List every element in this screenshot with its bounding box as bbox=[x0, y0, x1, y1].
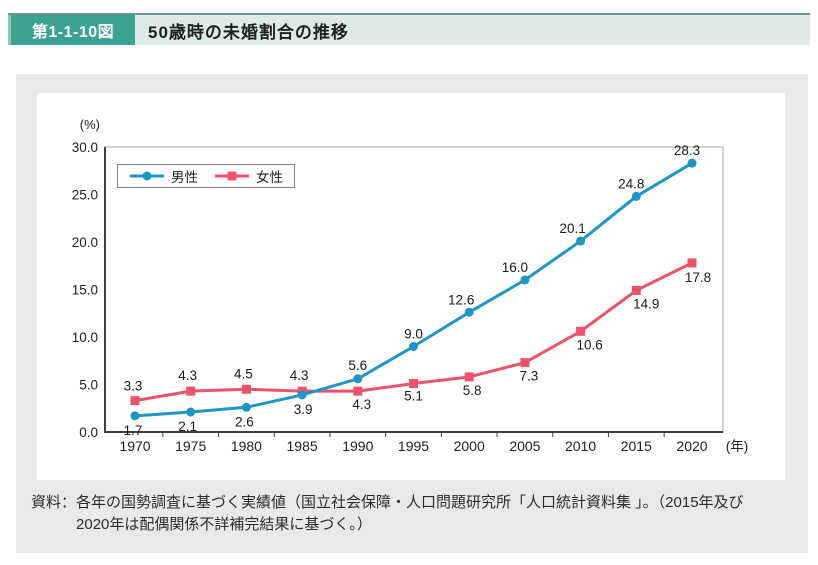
source-label: 資料： bbox=[31, 494, 77, 511]
x-tick-label: 2020 bbox=[676, 438, 707, 454]
data-point-marker bbox=[576, 236, 586, 246]
data-point-marker bbox=[520, 358, 530, 368]
x-tick-label: 1975 bbox=[175, 438, 206, 454]
data-point-marker bbox=[353, 386, 363, 396]
line-chart: 0.0 5.0 10.0 15.0 20.0 25.0 30.0 (%) 1970 1975 198… bbox=[72, 117, 749, 454]
data-point-marker bbox=[631, 285, 641, 295]
figure-header: 第1-1-10図 50歳時の未婚割合の推移 bbox=[8, 13, 810, 45]
data-label: 14.9 bbox=[633, 296, 659, 311]
data-point-marker bbox=[520, 275, 530, 285]
data-label: 2.6 bbox=[235, 414, 254, 429]
figure-number-badge: 第1-1-10図 bbox=[8, 15, 135, 45]
data-label: 2.1 bbox=[178, 419, 197, 434]
data-label: 5.8 bbox=[463, 383, 482, 398]
data-label: 12.6 bbox=[448, 292, 474, 307]
y-tick-label: 10.0 bbox=[72, 330, 98, 345]
data-point-marker bbox=[464, 307, 474, 317]
data-point-marker bbox=[687, 158, 697, 168]
data-point-marker bbox=[576, 326, 586, 336]
data-label: 20.1 bbox=[559, 221, 585, 236]
data-label: 7.3 bbox=[520, 369, 539, 384]
data-label: 4.3 bbox=[352, 397, 371, 412]
data-point-marker bbox=[186, 407, 196, 417]
data-label: 4.3 bbox=[290, 368, 309, 383]
data-label: 9.0 bbox=[404, 327, 423, 342]
y-tick-label: 0.0 bbox=[79, 425, 98, 440]
data-label: 4.5 bbox=[234, 366, 253, 381]
legend-line-square-icon bbox=[215, 171, 249, 181]
data-label: 16.0 bbox=[502, 260, 528, 275]
legend-label: 女性 bbox=[256, 170, 283, 185]
source-line1: 各年の国勢調査に基づく実績値（国立社会保障・人口問題研究所「人口統計資料集 」。… bbox=[76, 494, 744, 511]
axis-lines bbox=[104, 147, 723, 433]
chart-card: 0.0 5.0 10.0 15.0 20.0 25.0 30.0 (%) 1970 1975 198… bbox=[37, 93, 785, 480]
data-label: 24.8 bbox=[618, 176, 644, 191]
x-axis-unit: (年) bbox=[726, 439, 749, 454]
data-label: 5.1 bbox=[404, 389, 423, 404]
data-point-marker bbox=[241, 384, 251, 394]
data-point-marker bbox=[130, 411, 140, 421]
x-tick-label: 1995 bbox=[398, 438, 429, 454]
source-note: 資料： 各年の国勢調査に基づく実績値（国立社会保障・人口問題研究所「人口統計資料… bbox=[31, 492, 797, 536]
source-text: 各年の国勢調査に基づく実績値（国立社会保障・人口問題研究所「人口統計資料集 」。… bbox=[76, 492, 797, 536]
figure-title: 50歳時の未婚割合の推移 bbox=[148, 22, 349, 42]
data-point-marker bbox=[241, 402, 251, 412]
data-point-marker bbox=[297, 390, 307, 400]
legend-line-circle-icon bbox=[130, 171, 164, 181]
x-tick-label: 2000 bbox=[454, 438, 485, 454]
legend-item-女性: 女性 bbox=[214, 166, 283, 186]
data-label: 17.8 bbox=[685, 270, 711, 285]
y-tick-label: 15.0 bbox=[72, 283, 98, 298]
y-tick-label: 20.0 bbox=[72, 235, 98, 250]
data-point-marker bbox=[353, 374, 363, 384]
x-tick-label: 1970 bbox=[119, 438, 150, 454]
x-tick-label: 1985 bbox=[287, 438, 318, 454]
source-line2: 2020年は配偶関係不詳補完結果に基づく。） bbox=[76, 516, 372, 533]
figure-panel: 0.0 5.0 10.0 15.0 20.0 25.0 30.0 (%) 1970 1975 198… bbox=[16, 74, 808, 553]
x-tick-label: 1990 bbox=[342, 438, 373, 454]
x-tick-label: 2005 bbox=[509, 438, 540, 454]
data-point-marker bbox=[186, 386, 196, 396]
x-tick-label: 2010 bbox=[565, 438, 596, 454]
legend-item-男性: 男性 bbox=[129, 166, 198, 186]
y-tick-label: 5.0 bbox=[79, 378, 98, 393]
data-label: 28.3 bbox=[674, 143, 700, 158]
data-label: 3.9 bbox=[294, 402, 313, 417]
legend-label: 男性 bbox=[171, 170, 198, 185]
data-point-marker bbox=[409, 342, 418, 351]
data-point-marker bbox=[631, 191, 641, 201]
data-label: 5.6 bbox=[348, 358, 367, 373]
data-label: 10.6 bbox=[576, 337, 602, 352]
x-tick-label: 2015 bbox=[621, 438, 652, 454]
data-label: 3.3 bbox=[124, 379, 143, 394]
y-tick-label: 30.0 bbox=[72, 140, 98, 155]
data-label: 4.3 bbox=[178, 368, 197, 383]
data-label: 1.7 bbox=[124, 423, 143, 438]
y-axis-unit: (%) bbox=[80, 117, 100, 132]
x-tick-label: 1980 bbox=[231, 438, 262, 454]
chart-legend: 男性 女性 bbox=[117, 164, 295, 188]
data-point-marker bbox=[409, 379, 418, 389]
data-point-marker bbox=[687, 258, 697, 268]
data-point-marker bbox=[130, 396, 140, 406]
y-tick-label: 25.0 bbox=[72, 188, 98, 203]
data-point-marker bbox=[464, 372, 474, 382]
